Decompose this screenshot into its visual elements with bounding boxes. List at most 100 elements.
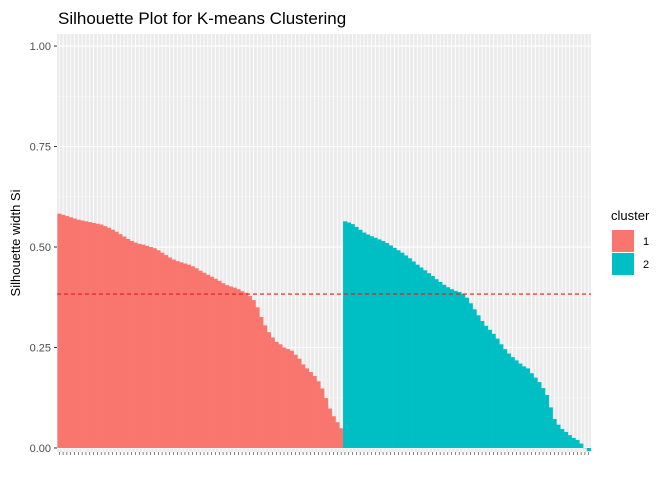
silhouette-bar: [403, 255, 409, 448]
y-tick-label: 0.75: [30, 142, 51, 154]
silhouette-bar: [430, 275, 435, 448]
silhouette-bar: [99, 224, 104, 448]
silhouette-bar: [510, 357, 515, 448]
silhouette-bar: [270, 337, 275, 448]
silhouette-bar: [205, 274, 211, 448]
silhouette-bar: [358, 229, 363, 448]
legend: cluster 1 2: [611, 208, 650, 275]
silhouette-bar: [552, 419, 557, 448]
silhouette-bar: [175, 261, 180, 448]
y-tick-label: 0.50: [30, 242, 51, 254]
silhouette-bar: [560, 429, 565, 448]
silhouette-bar: [541, 388, 546, 448]
silhouette-bar: [133, 242, 138, 448]
silhouette-bar: [301, 364, 306, 448]
silhouette-bar: [129, 240, 134, 448]
silhouette-bar: [529, 373, 534, 448]
silhouette-bar: [339, 428, 344, 448]
silhouette-bar: [423, 270, 428, 448]
silhouette-bar: [343, 221, 348, 448]
silhouette-bar: [381, 240, 386, 448]
silhouette-bar: [373, 237, 378, 448]
y-tick-label: 0.25: [30, 343, 51, 355]
silhouette-bar: [491, 333, 496, 448]
silhouette-bar: [68, 217, 73, 448]
silhouette-bar: [209, 276, 214, 448]
silhouette-bar: [350, 224, 355, 448]
silhouette-bar: [84, 221, 89, 448]
silhouette-bar: [61, 214, 66, 448]
silhouette-bar: [472, 309, 477, 448]
silhouette-bar: [506, 353, 511, 448]
y-axis: 0.00 0.25 0.50 0.75 1.00: [30, 41, 57, 455]
silhouette-bar: [232, 287, 237, 448]
silhouette-bar: [327, 408, 332, 448]
silhouette-bar: [266, 332, 272, 448]
silhouette-bar: [503, 349, 508, 448]
y-tick-label: 0.00: [30, 443, 51, 455]
silhouette-bar: [236, 289, 241, 448]
silhouette-bar: [457, 292, 462, 448]
silhouette-bar: [240, 291, 245, 448]
silhouette-bar: [514, 360, 519, 448]
silhouette-bar: [346, 222, 352, 448]
silhouette-bar: [289, 350, 294, 448]
legend-key-cluster-1: [612, 230, 634, 252]
silhouette-bar: [244, 292, 249, 448]
silhouette-bar: [80, 220, 85, 448]
silhouette-bar: [324, 398, 329, 448]
silhouette-bar: [122, 236, 127, 448]
silhouette-bar: [114, 231, 119, 448]
silhouette-bar: [411, 261, 416, 448]
silhouette-bar: [434, 279, 439, 448]
silhouette-bar: [586, 447, 591, 452]
silhouette-bar: [148, 247, 153, 448]
silhouette-bar: [304, 368, 310, 448]
silhouette-bar: [476, 315, 481, 448]
silhouette-bar: [64, 216, 70, 448]
silhouette-bar: [335, 422, 340, 448]
silhouette-bar: [556, 424, 561, 448]
silhouette-bar: [480, 320, 485, 448]
silhouette-bar: [156, 250, 161, 448]
silhouette-bar: [392, 247, 397, 448]
silhouette-bar: [426, 273, 431, 448]
silhouette-bar: [274, 341, 279, 448]
silhouette-bar: [297, 358, 302, 448]
silhouette-bar: [384, 243, 390, 448]
silhouette-bar: [263, 325, 268, 448]
silhouette-bar: [377, 239, 382, 448]
x-axis: [58, 452, 590, 455]
silhouette-bar: [575, 439, 580, 448]
silhouette-bar: [285, 349, 291, 448]
silhouette-bar: [495, 338, 500, 448]
silhouette-bar: [160, 252, 165, 448]
silhouette-bar: [548, 407, 553, 448]
silhouette-bar: [217, 280, 222, 448]
silhouette-bar: [57, 213, 62, 448]
silhouette-bar: [522, 366, 527, 448]
silhouette-bar: [141, 244, 146, 448]
silhouette-bar: [442, 284, 447, 448]
silhouette-bar: [415, 264, 420, 448]
silhouette-bar: [144, 245, 150, 448]
silhouette-bar: [125, 238, 131, 448]
silhouette-bar: [331, 416, 336, 448]
legend-title: cluster: [611, 208, 650, 223]
silhouette-bar: [186, 264, 192, 448]
silhouette-bar: [487, 329, 492, 448]
silhouette-bar: [110, 229, 115, 448]
silhouette-bar: [224, 285, 230, 448]
silhouette-bar: [533, 377, 538, 448]
silhouette-bar: [152, 248, 157, 448]
silhouette-bar: [228, 286, 233, 448]
silhouette-bar: [213, 278, 218, 448]
legend-label-cluster-1: 1: [643, 236, 649, 248]
silhouette-bar: [164, 255, 169, 448]
silhouette-bar: [563, 431, 569, 448]
silhouette-bar: [137, 243, 142, 448]
silhouette-bar: [571, 437, 576, 448]
silhouette-bar: [190, 266, 195, 448]
silhouette-bar: [461, 293, 466, 448]
